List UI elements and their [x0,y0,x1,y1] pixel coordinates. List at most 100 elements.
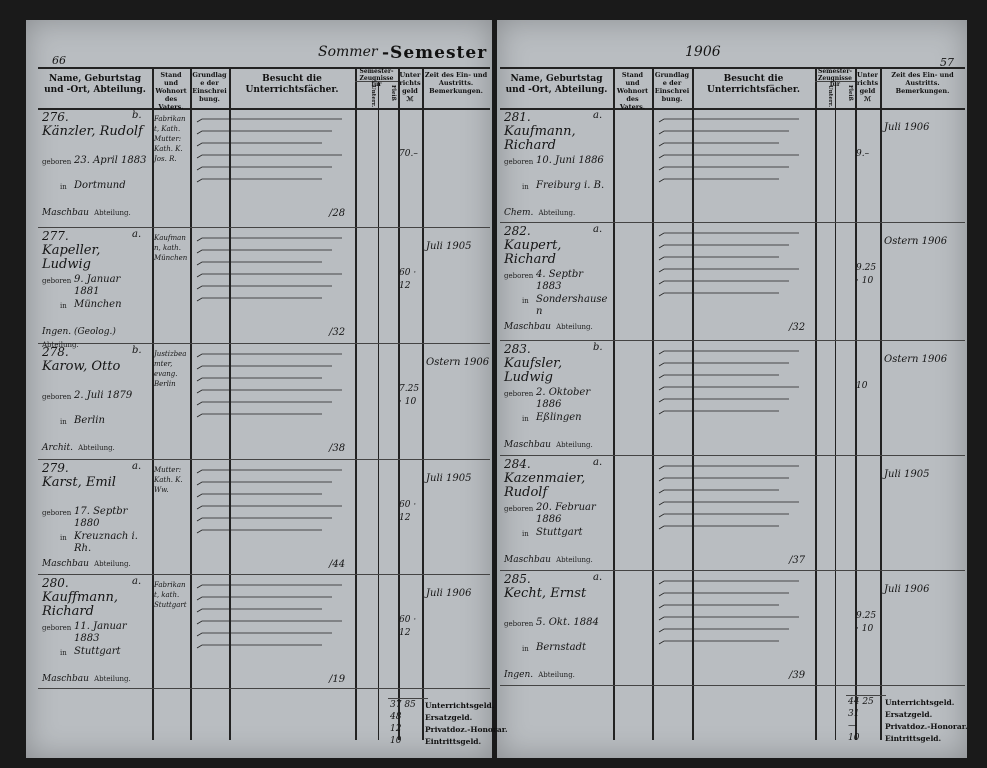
header-besucht: Besucht die Unterrichtsfächer. [707,74,800,95]
label-in: in [60,183,67,191]
entry-department: Archit. [42,443,73,453]
totals-label: Eintrittsgeld. [885,734,942,743]
header-name: Name, Geburtstag und -Ort, Abteilung. [505,74,608,95]
header-sem-b: Fleiß [390,85,396,101]
label-geboren: geboren [42,393,72,401]
handwritten-subjects [658,465,799,530]
entry-department-line: Ingen. Abteilung. [504,667,609,680]
handwritten-subjects [196,237,342,302]
semester-label: -Semester [382,43,488,63]
entry-department-line: Ingen. (Geolog.) Abteilung. [42,324,148,350]
year: 1906 [685,44,721,60]
row-rule [500,222,965,223]
entry-page-ref: /44 [329,559,346,570]
totals-value: 12 [390,724,402,734]
entry-birthdate: 20. Februar 1886 [536,502,596,525]
entry-fee: 60 · 12 [399,615,417,638]
entry-remark: Juli 1906 [884,122,930,133]
entry-department: Maschbau [42,559,89,569]
entry-name: Kaufsler, Ludwig [504,356,563,385]
label-abteilung: Abteilung. [556,441,593,449]
entry-father: Justizbeamter, evang. Berlin [154,350,187,388]
label-geboren: geboren [42,158,72,166]
label-geboren: geboren [504,390,534,398]
totals-rule [388,698,428,699]
entry-birthplace: Sondershausen [536,294,608,317]
column-rule [378,82,379,740]
column-rule [692,67,694,740]
totals-value: 48 [390,712,402,722]
entry-number: 283. [504,342,531,356]
header-top-rule [500,67,965,69]
entry-birthplace: Stuttgart [74,646,121,657]
entry-name: Karow, Otto [42,359,121,374]
header-top-rule [38,67,490,69]
entry-remark: Juli 1905 [426,473,472,484]
totals-value: 44 25 [848,697,874,707]
semester-subrule [355,81,398,82]
entry-department: Ingen. [504,670,534,680]
header-geld: Unterrichtsgeld ℳ [856,71,879,103]
column-rule [152,67,154,740]
totals-label: Ersatzgeld. [425,713,473,722]
entry-fee: 10 [856,381,868,391]
handwritten-subjects [196,118,342,183]
entry-name: Kauffmann, Richard [42,590,119,619]
entry-remark: Ostern 1906 [884,236,948,247]
entry-department: Maschbau [504,322,551,332]
header-grundlage: Grundlage der Einschreibung. [192,71,227,103]
entry-page-ref: /28 [329,208,346,219]
entry-number: 276. [42,110,69,124]
entry-fee: 60 · 12 [399,500,417,523]
handwritten-subjects [196,469,342,534]
entry-father: Mutter: Kath. K. Ww. [154,466,183,494]
row-rule [500,455,965,456]
entry-department-line: Chem. Abteilung. [504,205,609,218]
entry-birthdate: 10. Juni 1886 [536,155,604,166]
entry-father: Fabrikant, Kath. Mutter: Kath. K. Jos. R… [154,115,186,163]
entry-fee: 60 · 12 [399,268,417,291]
column-rule [422,67,424,740]
totals-label: Unterrichtsgeld. [425,701,495,710]
entry-name: Kaupert, Richard [504,238,562,267]
handwritten-subjects [658,232,799,297]
label-in: in [522,415,529,423]
totals-value: 10 [390,736,402,746]
entry-remark: Juli 1905 [426,241,472,252]
entry-department: Maschbau [504,440,551,450]
entry-department-line: Maschbau Abteilung. [42,556,148,569]
label-abteilung: Abteilung. [94,560,131,568]
entry-department-line: Maschbau Abteilung. [504,552,609,565]
column-rule [815,67,817,740]
handwritten-subjects [196,353,342,418]
entry-class: a. [593,457,603,468]
handwritten-subjects [658,118,799,183]
entry-page-ref: /39 [789,670,806,681]
entry-class: a. [132,229,142,240]
header-bottom-rule [38,108,490,110]
header-grundlage: Grundlage der Einschreibung. [654,71,690,103]
entry-remark: Ostern 1906 [426,357,490,368]
label-abteilung: Abteilung. [556,323,593,331]
entry-department-line: Maschbau Abteilung. [42,671,148,684]
entry-page-ref: /38 [329,443,346,454]
totals-value: 10 [848,733,860,743]
entry-birthplace: Berlin [74,415,105,426]
entry-number: 282. [504,224,531,238]
entry-page-ref: /37 [789,555,806,566]
entry-page-ref: /32 [329,327,346,338]
entry-fee: 70.– [399,149,418,159]
entry-birthdate: 17. Septbr 1880 [74,506,128,529]
header-sem-b: Fleiß [847,85,853,101]
header-zeit: Zeit des Ein- und Austritts. Bemerkungen… [424,71,488,95]
totals-label: Privatdoz.-Honorar. [885,722,968,731]
entry-number: 279. [42,461,69,475]
entry-birthplace: München [74,299,122,310]
entry-father: Fabrikant, kath. Stuttgart [154,581,187,609]
right-page-number: 57 [940,56,954,69]
label-in: in [60,649,67,657]
entry-department-line: Maschbau Abteilung. [42,205,148,218]
entry-number: 284. [504,457,531,471]
entry-class: a. [132,576,142,587]
entry-birthdate: 11. Januar 1883 [74,621,127,644]
